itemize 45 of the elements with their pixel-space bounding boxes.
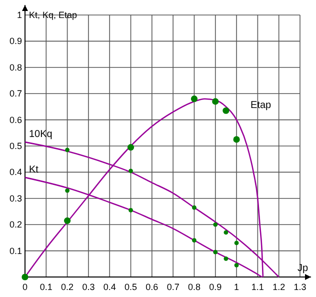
point [127, 144, 134, 151]
x-tick-label: 0.6 [146, 282, 158, 292]
point [65, 188, 70, 193]
y-tick-label: 0.4 [9, 167, 22, 178]
point [213, 222, 218, 227]
y-tick-label: 0.1 [9, 246, 22, 256]
x-tick-label: 0.3 [82, 282, 95, 292]
y-tick-label: 0.2 [9, 220, 22, 230]
y-tick-label: 0.3 [9, 193, 22, 204]
point [212, 98, 219, 105]
point [22, 274, 28, 280]
point [224, 230, 228, 235]
x-tick-label: 0.1 [40, 282, 52, 292]
x-tick-label: 1.2 [272, 282, 286, 292]
y-tick-label: 0.7 [9, 88, 22, 99]
x-axis-title: Jp [297, 263, 308, 274]
point [224, 256, 228, 261]
y-axis-title: Kt, Kq, Etap [29, 10, 78, 20]
x-tick-label: 0.9 [209, 282, 222, 292]
point [128, 208, 133, 212]
y-tick-label: 0.6 [9, 114, 22, 125]
x-tick-label: 0.2 [61, 282, 74, 292]
x-tick-label: 0.4 [103, 282, 116, 292]
x-tick-label: 0.8 [188, 282, 200, 292]
y-tick-label: 0.8 [9, 62, 22, 72]
point [64, 217, 71, 224]
point [65, 148, 70, 152]
x-tick-label: 0 [22, 282, 28, 292]
y-tick-label: 0.9 [9, 36, 22, 46]
point [128, 168, 133, 174]
point [234, 263, 239, 268]
y-tick-label: 1 [16, 10, 22, 20]
point [192, 205, 196, 210]
point [222, 107, 230, 114]
point [233, 136, 240, 143]
x-tick-label: 0.5 [124, 282, 138, 292]
point [192, 238, 196, 243]
point [213, 250, 218, 254]
x-tick-label: 1 [234, 282, 240, 292]
y-tick-label: 0.5 [9, 141, 22, 151]
point [190, 96, 198, 102]
x-tick-label: 0.7 [166, 282, 180, 292]
x-tick-label: 1.1 [251, 282, 264, 292]
x-tick-label: 1.3 [294, 282, 306, 292]
point [234, 240, 239, 246]
